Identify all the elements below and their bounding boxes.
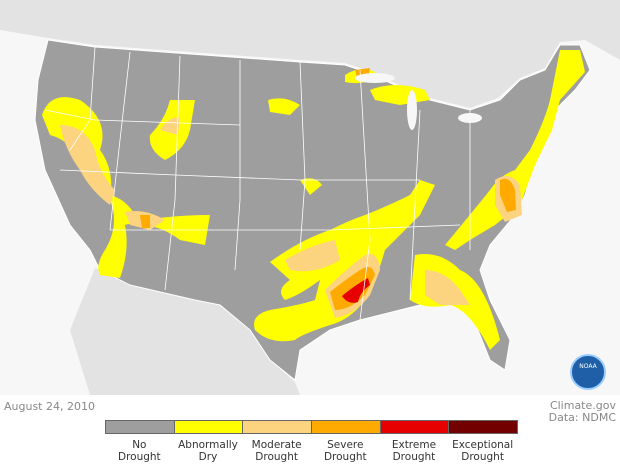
drought-area [425,270,470,305]
legend-label: Extreme Drought [391,439,437,463]
legend-item: Extreme Drought [379,420,450,464]
lake [355,73,395,83]
logo-text: NOAA [579,363,597,370]
legend-label: Moderate Drought [251,439,302,463]
legend-item: No Drought [105,420,175,464]
map: NOAA [0,0,620,395]
legend-swatch [310,420,381,434]
legend: No Drought Abnormally Dry Moderate Drought… [105,420,518,464]
canada [0,0,620,108]
legend-label: No Drought [117,439,161,463]
state-borders [44,46,471,321]
legend-label: Abnormally Dry [178,439,238,463]
lake [458,113,482,123]
source: Climate.gov [549,399,616,412]
legend-item: Exceptional Drought [448,420,518,464]
legend-item: Abnormally Dry [173,420,244,464]
drought-area [300,178,322,195]
data-credit: Data: NDMC [548,411,616,424]
noaa-logo [570,354,606,390]
legend-swatch [242,420,312,434]
legend-item: Moderate Drought [242,420,312,464]
drought-area [140,215,150,228]
drought-area [285,240,340,272]
legend-item: Severe Drought [310,420,381,464]
legend-label: Exceptional Drought [452,439,514,463]
drought-area [342,278,370,303]
drought-areas [42,50,585,350]
mexico [70,268,300,395]
lake [407,90,417,130]
legend-label: Severe Drought [323,439,367,463]
drought-area [160,117,180,135]
legend-swatch [105,420,175,434]
legend-swatch [173,420,244,434]
date: August 24, 2010 [4,400,95,413]
drought-area [445,50,585,250]
legend-swatch [379,420,450,434]
legend-swatch [448,420,518,434]
drought-area [254,180,435,342]
drought-area [500,178,516,212]
drought-area [268,98,300,115]
